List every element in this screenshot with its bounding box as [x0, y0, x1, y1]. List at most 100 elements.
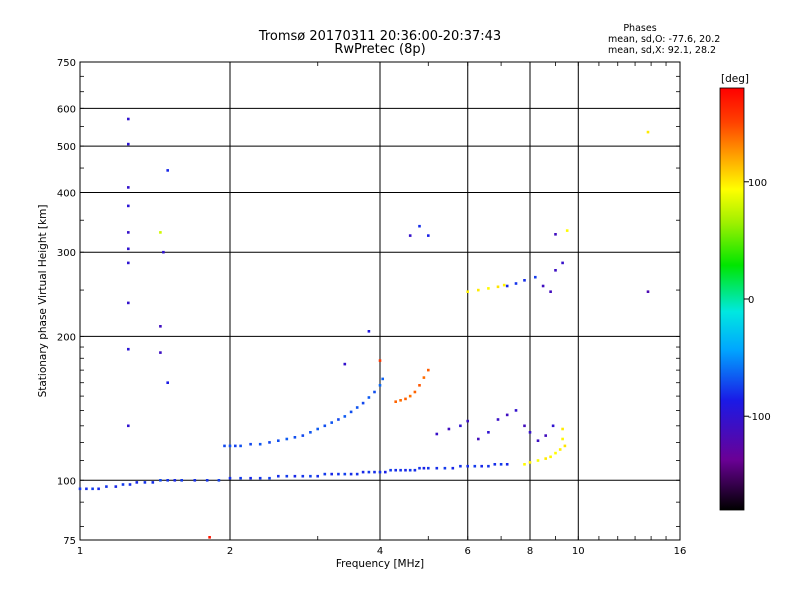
scatter-point	[85, 487, 88, 491]
scatter-point	[554, 269, 557, 272]
x-axis-ticks: 1 2 4 6 8 10 16	[77, 62, 686, 557]
grid-lines	[80, 62, 680, 540]
x-tick-label: 6	[465, 546, 471, 557]
scatter-point	[505, 284, 509, 288]
scatter-point	[487, 464, 490, 468]
scatter-point	[466, 290, 469, 293]
scatter-point	[223, 444, 226, 448]
x-tick-label: 10	[572, 546, 585, 557]
scatter-point	[554, 451, 557, 455]
scatter-point	[404, 468, 407, 472]
scatter-point	[127, 231, 130, 234]
scatter-point	[505, 413, 509, 417]
scatter-point	[378, 470, 382, 474]
scatter-point	[323, 472, 327, 476]
scatter-point	[151, 481, 155, 484]
scatter-point	[343, 415, 347, 418]
stats-heading: Phases	[623, 23, 656, 34]
colorbar-tick-label: -100	[748, 412, 771, 423]
x-tick-label: 2	[227, 546, 233, 557]
scatter-point	[180, 479, 183, 482]
scatter-point	[389, 468, 392, 472]
scatter-point	[285, 474, 289, 478]
scatter-point	[480, 464, 483, 468]
scatter-point	[561, 261, 564, 265]
scatter-point	[561, 437, 564, 441]
scatter-point	[404, 397, 407, 401]
y-tick-label: 75	[63, 536, 76, 547]
scatter-point	[558, 448, 562, 451]
scatter-point	[435, 432, 439, 436]
scatter-point	[487, 431, 490, 434]
scatter-point	[128, 483, 132, 486]
scatter-point	[544, 457, 547, 460]
scatter-point	[418, 224, 421, 228]
scatter-point	[143, 481, 147, 484]
y-tick-label: 400	[57, 188, 76, 199]
y-tick-label: 200	[57, 332, 76, 343]
scatter-point	[316, 474, 319, 478]
scatter-point	[394, 400, 397, 403]
scatter-point	[285, 437, 289, 441]
scatter-point	[435, 466, 439, 470]
scatter-point	[459, 424, 462, 428]
scatter-point	[367, 470, 371, 474]
colorbar	[719, 87, 745, 511]
scatter-point	[173, 479, 177, 482]
chart-title: Tromsø 20170311 20:36:00-20:37:43	[258, 29, 501, 44]
scatter-point	[394, 468, 397, 472]
scatter-point	[408, 468, 412, 472]
scatter-point	[487, 287, 490, 290]
scatter-point	[258, 476, 262, 480]
y-tick-label: 600	[57, 104, 76, 115]
scatter-point	[381, 377, 384, 381]
scatter-point	[277, 474, 280, 478]
scatter-point	[493, 463, 497, 466]
scatter-point	[466, 419, 469, 423]
scatter-point	[337, 418, 340, 421]
scatter-point	[399, 468, 402, 472]
scatter-point	[514, 282, 518, 285]
scatter-point	[127, 301, 130, 305]
scatter-point	[528, 431, 532, 434]
scatter-point	[208, 536, 211, 539]
scatter-point	[159, 479, 162, 482]
scatter-point	[234, 444, 237, 448]
x-tick-label: 4	[377, 546, 383, 557]
scatter-point	[408, 234, 412, 237]
scatter-point	[367, 396, 371, 399]
scatter-point	[496, 418, 500, 421]
scatter-point	[384, 470, 387, 474]
scatter-point	[399, 399, 402, 402]
scatter-point	[162, 250, 165, 254]
scatter-point	[536, 459, 540, 462]
scatter-point	[78, 487, 82, 491]
scatter-point	[159, 351, 162, 354]
scatter-point	[413, 468, 417, 472]
scatter-point	[91, 487, 94, 491]
scatter-point	[309, 431, 312, 434]
scatter-point	[477, 437, 480, 441]
scatter-point	[502, 283, 506, 287]
scatter-point	[418, 466, 421, 470]
scatter-point	[361, 401, 365, 405]
y-axis-label: Stationary phase Virtual Height [km]	[37, 205, 49, 398]
scatter-point	[408, 394, 412, 398]
scatter-point	[447, 427, 451, 431]
y-tick-label: 300	[57, 248, 76, 259]
scatter-point	[293, 474, 297, 478]
scatter-point	[413, 390, 417, 394]
scatter-point	[193, 479, 197, 482]
scatter-point	[422, 466, 426, 470]
scatter-point	[523, 279, 526, 282]
scatter-point	[217, 479, 221, 482]
scatter-point	[373, 390, 376, 394]
scatter-point	[301, 434, 305, 437]
scatter-point	[249, 442, 252, 446]
scatter-point	[534, 275, 537, 279]
scatter-point	[361, 470, 365, 474]
scatter-point	[301, 474, 305, 478]
chart-subtitle: RwPretec (8p)	[334, 42, 425, 57]
scatter-point	[330, 472, 333, 476]
x-tick-label: 1	[77, 546, 83, 557]
